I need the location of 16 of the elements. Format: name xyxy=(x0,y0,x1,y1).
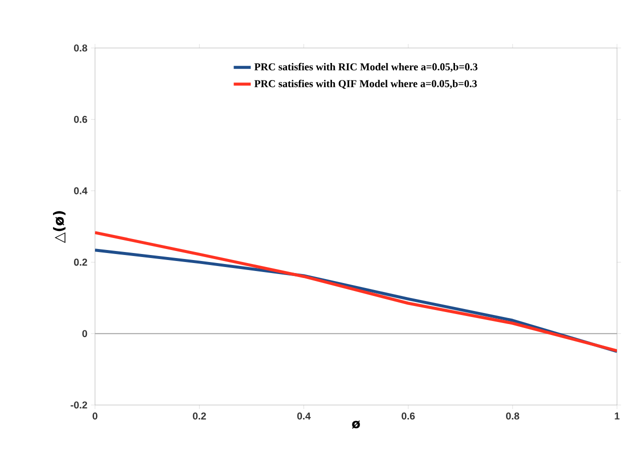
y-axis-title: △(ø) xyxy=(53,211,66,243)
x-tick-label: 0.6 xyxy=(402,412,415,420)
legend-label: PRC satisfies with RIC Model where a=0.05,b=0.3 xyxy=(254,62,478,72)
y-tick-label: 0.4 xyxy=(74,187,88,194)
legend-label: PRC satisfies with QIF Model where a=0.05,b=0.3 xyxy=(254,80,477,89)
x-tick-label: 1 xyxy=(614,412,620,420)
y-tick-label: 0.2 xyxy=(74,258,88,266)
x-axis-title: ø xyxy=(352,420,360,429)
x-tick-label: 0.2 xyxy=(192,412,206,420)
x-tick-label: 0.4 xyxy=(297,412,311,420)
y-tick-label: 0.6 xyxy=(74,116,88,123)
x-tick-label: 0 xyxy=(92,412,98,420)
y-tick-label: 0.8 xyxy=(74,44,88,52)
y-tick-label: 0 xyxy=(82,330,88,338)
y-tick-label: -0.2 xyxy=(70,401,88,409)
x-tick-label: 0.8 xyxy=(506,412,520,420)
